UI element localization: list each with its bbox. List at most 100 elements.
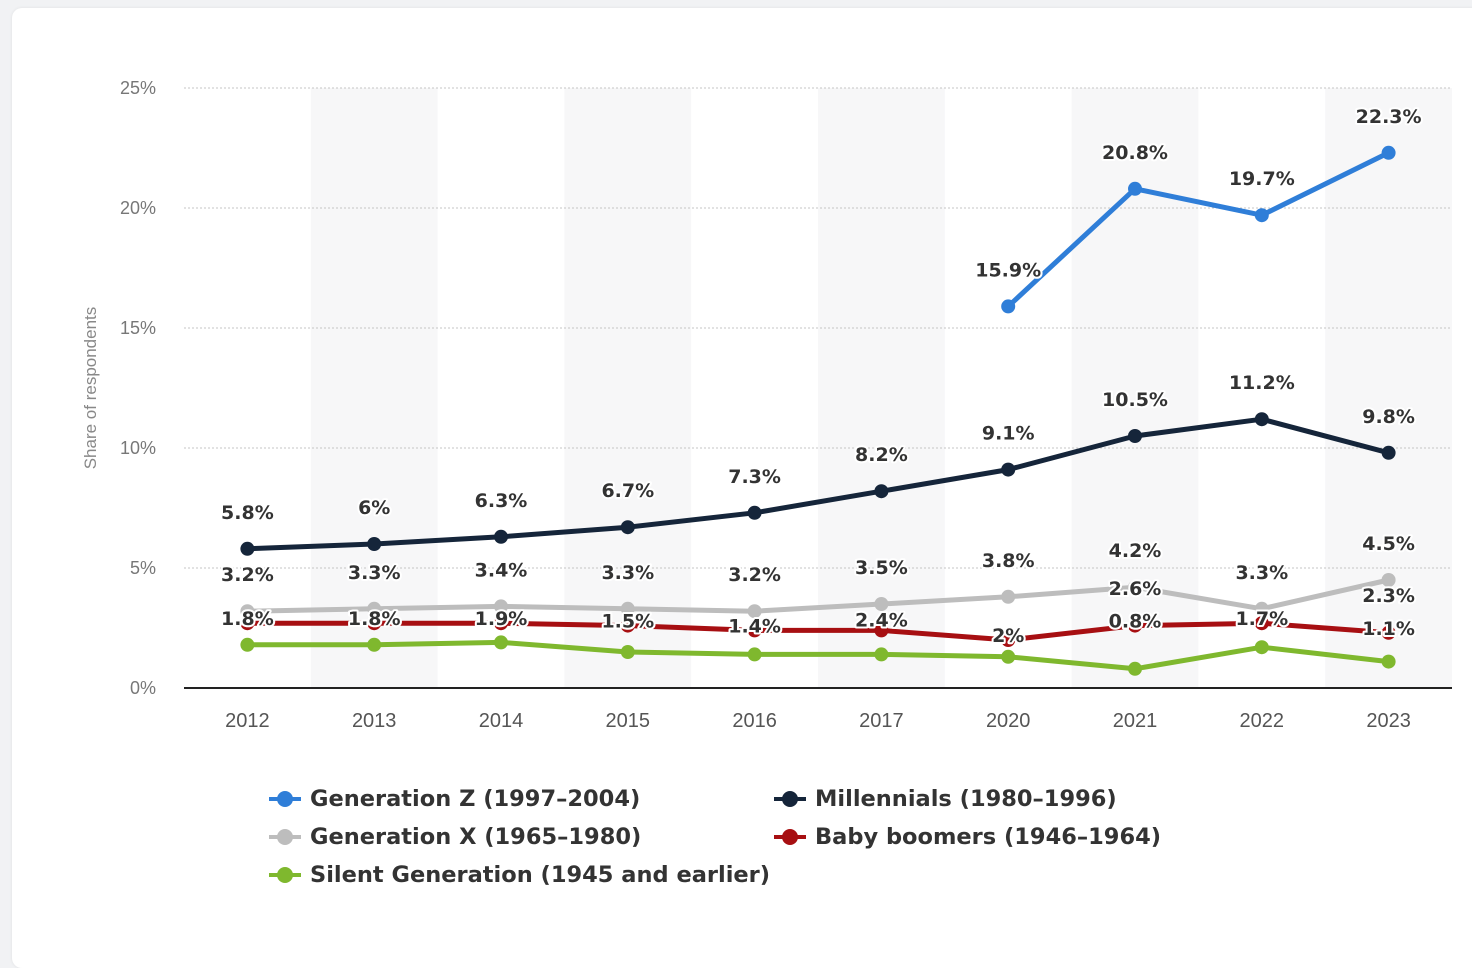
data-label: 8.2%: [855, 444, 908, 466]
data-label: 2.3%: [1362, 585, 1415, 607]
data-point: [874, 647, 889, 662]
grid-lines: [184, 87, 1452, 689]
data-label: 9.1%: [982, 423, 1035, 445]
legend-swatch-silent-generation: [269, 867, 301, 883]
legend-item-generation-x[interactable]: Generation X (1965–1980): [268, 820, 641, 854]
x-tick-label: 2014: [479, 710, 524, 732]
data-point: [240, 637, 255, 652]
data-point: [1001, 462, 1016, 477]
data-point: [240, 541, 255, 556]
data-point: [494, 635, 508, 650]
data-label: 1.7%: [1235, 608, 1288, 630]
data-point: [494, 599, 508, 614]
data-label: 1.1%: [1362, 618, 1415, 640]
data-point: [747, 604, 762, 619]
legend-item-baby-boomers[interactable]: Baby boomers (1946–1964): [773, 820, 1161, 854]
data-point: [1381, 625, 1396, 640]
data-label: 0.8%: [1109, 611, 1162, 633]
column-band: [818, 88, 945, 688]
legend-label: Millennials (1980–1996): [815, 786, 1117, 812]
data-label: 4.2%: [1109, 540, 1162, 562]
legend-swatch-dot: [277, 829, 293, 845]
data-point: [1128, 181, 1142, 196]
data-point: [494, 616, 508, 631]
data-point: [1128, 618, 1142, 633]
data-label: 15.9%: [975, 259, 1041, 281]
legend-label: Baby boomers (1946–1964): [815, 824, 1162, 850]
data-label: 19.7%: [1229, 168, 1295, 190]
series-line: [1005, 150, 1392, 309]
data-point: [1381, 445, 1396, 460]
series-silent-generation-1945-and-earlier: [240, 635, 1396, 676]
y-axis-tick-labels: 0% 5% 10% 15% 20% 25%: [120, 78, 156, 698]
data-point: [1254, 601, 1269, 616]
data-label: 3.5%: [855, 557, 908, 579]
x-tick-label: 2022: [1240, 710, 1285, 732]
data-label: 9.8%: [1362, 406, 1415, 428]
data-label: 11.2%: [1229, 372, 1295, 394]
data-label: 1.8%: [348, 608, 401, 630]
data-label: 10.5%: [1102, 389, 1168, 411]
data-point: [494, 529, 508, 544]
data-point: [620, 601, 635, 616]
legend-label: Generation Z (1997–2004): [310, 786, 641, 812]
y-tick-label: 15%: [120, 318, 156, 338]
data-point: [1001, 649, 1016, 664]
data-point: [874, 597, 889, 611]
data-point: [1254, 412, 1269, 427]
series-line: [244, 416, 1392, 552]
data-point: [620, 618, 635, 633]
legend-swatch-baby-boomers: [774, 829, 806, 845]
legend-item-generation-z[interactable]: Generation Z (1997–2004): [268, 782, 640, 816]
data-point: [1254, 616, 1269, 631]
legend-label: Generation X (1965–1980): [310, 824, 642, 850]
legend-item-silent-generation[interactable]: Silent Generation (1945 and earlier): [268, 858, 770, 892]
legend-item-millennials[interactable]: Millennials (1980–1996): [773, 782, 1117, 816]
data-point: [747, 505, 762, 520]
data-label: 3.3%: [348, 562, 401, 584]
x-tick-label: 2013: [352, 710, 397, 732]
data-label: 3.3%: [1235, 562, 1288, 584]
legend-swatch-millennials: [774, 791, 806, 807]
data-point: [874, 623, 889, 638]
data-label: 22.3%: [1356, 106, 1422, 128]
data-point: [1254, 640, 1269, 655]
legend-label: Silent Generation (1945 and earlier): [310, 862, 771, 888]
data-label: 3.4%: [475, 559, 528, 581]
data-point: [1381, 145, 1396, 160]
data-label: 4.5%: [1362, 533, 1415, 555]
y-tick-label: 20%: [120, 198, 156, 218]
data-label: 3.3%: [601, 562, 654, 584]
data-point: [367, 601, 382, 616]
x-tick-label: 2012: [225, 710, 270, 732]
data-label: 7.3%: [728, 466, 781, 488]
legend-swatch-generation-z: [269, 791, 301, 807]
data-label: 3.8%: [982, 550, 1035, 572]
data-point: [1001, 589, 1016, 604]
x-tick-label: 2017: [859, 710, 904, 732]
legend-swatch-dot: [277, 791, 293, 807]
data-point: [367, 537, 382, 551]
series-line: [244, 577, 1392, 614]
series-millennials-1980-1996: [240, 412, 1396, 556]
data-point: [1001, 633, 1016, 647]
x-tick-label: 2021: [1113, 710, 1158, 732]
data-labels: 15.9% 20.8% 19.7% 22.3% 5.8% 6% 6.3% 6.7% 7.3% 8.…: [219, 104, 1424, 649]
data-point: [240, 604, 255, 619]
data-label: 6.7%: [601, 480, 654, 502]
y-tick-label: 25%: [120, 78, 156, 98]
data-point: [1381, 654, 1396, 669]
data-point: [367, 637, 382, 652]
data-point: [240, 616, 255, 631]
x-axis-tick-labels: 2012 2013 2014 2015 2016 2017 2020 2021 2022 2023: [225, 710, 1411, 732]
y-tick-label: 0%: [130, 678, 156, 698]
data-label: 2.4%: [855, 609, 908, 631]
x-tick-label: 2016: [732, 710, 777, 732]
legend-swatch-dot: [277, 867, 293, 883]
data-point: [1001, 299, 1016, 314]
column-band: [564, 88, 692, 688]
data-label: 3.2%: [728, 564, 781, 586]
data-point: [1381, 573, 1396, 587]
data-label: 5.8%: [221, 502, 274, 524]
chart-card: [12, 8, 1472, 968]
